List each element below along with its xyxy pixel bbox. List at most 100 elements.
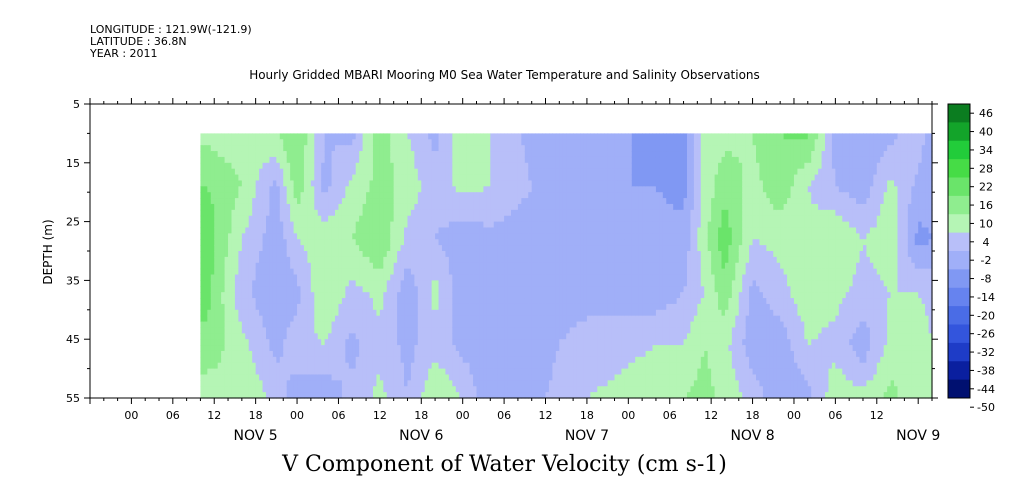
heatmap-cell: [335, 386, 340, 393]
heatmap-cell: [548, 239, 554, 246]
heatmap-cell: [383, 380, 388, 387]
heatmap-cell: [479, 380, 484, 387]
heatmap-cell: [341, 139, 346, 146]
heatmap-cell: [310, 280, 315, 287]
heatmap-cell: [466, 215, 471, 223]
heatmap-cell: [362, 233, 367, 240]
heatmap-cell: [462, 298, 467, 305]
heatmap-cell: [497, 245, 502, 252]
heatmap-cell: [321, 392, 326, 399]
heatmap-cell: [359, 251, 364, 258]
heatmap-cell: [203, 392, 208, 399]
heatmap-cell: [542, 350, 547, 358]
heatmap-cell: [493, 280, 498, 287]
heatmap-cell: [566, 245, 571, 252]
heatmap-cell: [573, 133, 578, 140]
heatmap-cell: [338, 233, 343, 240]
heatmap-cell: [514, 251, 519, 258]
heatmap-cell: [404, 262, 409, 270]
heatmap-cell: [393, 262, 398, 270]
heatmap-cell: [348, 203, 353, 211]
heatmap-cell: [407, 156, 412, 164]
heatmap-cell: [404, 145, 409, 152]
heatmap-cell: [459, 186, 464, 193]
heatmap-cell: [348, 186, 353, 193]
heatmap-cell: [548, 262, 554, 270]
heatmap-cell: [486, 321, 491, 329]
heatmap-cell: [452, 227, 457, 234]
heatmap-cell: [524, 151, 529, 158]
heatmap-cell: [307, 245, 312, 252]
heatmap-cell: [441, 327, 447, 334]
heatmap-cell: [338, 327, 343, 334]
heatmap-cell: [317, 145, 322, 152]
heatmap-cell: [321, 221, 326, 229]
heatmap-cell: [559, 274, 564, 281]
heatmap-cell: [234, 145, 239, 152]
heatmap-cell: [390, 386, 395, 393]
heatmap-cell: [314, 315, 319, 323]
heatmap-cell: [379, 392, 384, 399]
heatmap-cell: [562, 262, 567, 270]
heatmap-cell: [455, 286, 460, 293]
heatmap-cell: [279, 198, 284, 205]
heatmap-cell: [207, 286, 212, 293]
heatmap-cell: [328, 274, 333, 281]
heatmap-cell: [476, 198, 481, 205]
heatmap-cell: [445, 168, 450, 176]
heatmap-cell: [445, 198, 450, 205]
heatmap-cell: [511, 292, 516, 299]
heatmap-cell: [203, 374, 208, 381]
heatmap-cell: [479, 292, 484, 299]
heatmap-cell: [517, 180, 522, 187]
heatmap-cell: [552, 221, 557, 229]
heatmap-cell: [517, 309, 522, 317]
heatmap-cell: [421, 262, 426, 270]
heatmap-cell: [217, 374, 222, 381]
heatmap-cell: [517, 350, 522, 358]
heatmap-cell: [569, 180, 574, 187]
heatmap-cell: [210, 368, 215, 376]
heatmap-cell: [414, 227, 419, 234]
heatmap-cell: [317, 203, 322, 211]
heatmap-cell: [397, 192, 402, 199]
heatmap-cell: [286, 209, 291, 217]
heatmap-cell: [531, 203, 536, 211]
heatmap-cell: [231, 162, 236, 170]
heatmap-cell: [524, 298, 529, 305]
heatmap-cell: [514, 286, 519, 293]
heatmap-cell: [410, 356, 415, 364]
heatmap-cell: [428, 315, 433, 323]
heatmap-cell: [542, 198, 547, 205]
heatmap-cell: [224, 239, 229, 246]
heatmap-cell: [448, 198, 453, 205]
heatmap-cell: [490, 280, 495, 287]
heatmap-cell: [511, 180, 516, 187]
heatmap-cell: [362, 386, 367, 393]
heatmap-cell: [497, 186, 502, 193]
heatmap-cell: [417, 198, 422, 205]
heatmap-cell: [262, 303, 267, 311]
heatmap-cell: [379, 262, 384, 270]
heatmap-cell: [417, 209, 422, 217]
heatmap-cell: [424, 339, 429, 346]
heatmap-cell: [486, 392, 491, 399]
heatmap-cell: [562, 180, 567, 187]
heatmap-cell: [331, 280, 336, 287]
heatmap-cell: [486, 280, 491, 287]
heatmap-cell: [324, 262, 329, 270]
heatmap-cell: [248, 251, 253, 258]
heatmap-cell: [566, 227, 571, 234]
heatmap-cell: [217, 168, 222, 176]
heatmap-cell: [276, 356, 281, 364]
heatmap-cell: [238, 315, 243, 323]
heatmap-cell: [428, 374, 433, 381]
heatmap-cell: [366, 386, 371, 393]
heatmap-cell: [372, 292, 378, 299]
heatmap-cell: [241, 298, 246, 305]
heatmap-cell: [331, 133, 336, 140]
heatmap-cell: [221, 162, 226, 170]
heatmap-cell: [407, 227, 412, 234]
heatmap-cell: [569, 374, 574, 381]
heatmap-cell: [376, 151, 381, 158]
